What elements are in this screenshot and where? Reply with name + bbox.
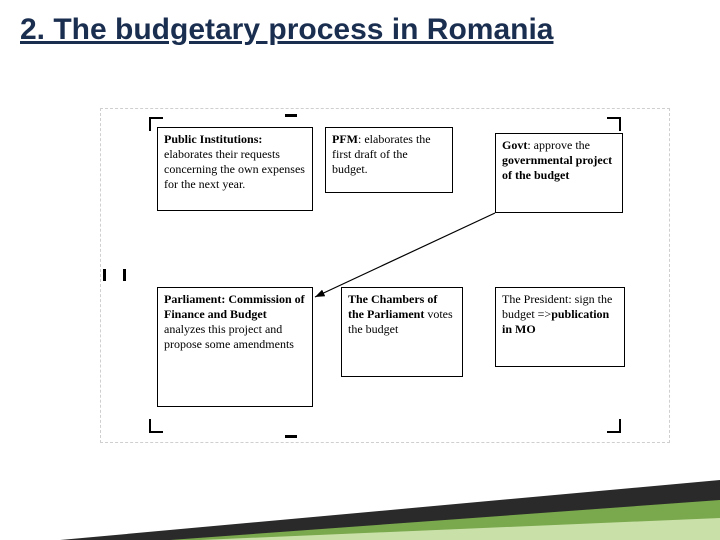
node-text: : approve the: [527, 138, 590, 152]
slide-decoration: [0, 480, 720, 540]
node-chambers: The Chambers of the Parliament votes the…: [341, 287, 463, 377]
node-parliament-commission: Parliament: Commission of Finance and Bu…: [157, 287, 313, 407]
node-bold: Public Institutions:: [164, 132, 262, 146]
node-bold: Parliament: Commission of Finance and Bu…: [164, 292, 305, 321]
crop-midmark: [285, 435, 297, 438]
node-text: elaborates their requests concerning the…: [164, 147, 305, 191]
node-bold: PFM: [332, 132, 358, 146]
crop-midmark: [285, 114, 297, 117]
node-govt: Govt: approve the governmental project o…: [495, 133, 623, 213]
node-public-institutions: Public Institutions: elaborates their re…: [157, 127, 313, 211]
diagram-frame: Public Institutions: elaborates their re…: [100, 108, 670, 443]
crop-corner: [607, 117, 621, 131]
page-title: 2. The budgetary process in Romania: [20, 12, 553, 48]
node-text: analyzes this project and propose some a…: [164, 322, 294, 351]
crop-midmark: [103, 269, 106, 281]
crop-corner: [607, 419, 621, 433]
node-bold2: governmental project of the budget: [502, 153, 612, 182]
crop-corner: [149, 419, 163, 433]
crop-midmark: [123, 269, 126, 281]
node-pfm: PFM: elaborates the first draft of the b…: [325, 127, 453, 193]
node-bold: Govt: [502, 138, 527, 152]
node-president: The President: sign the budget =>publica…: [495, 287, 625, 367]
